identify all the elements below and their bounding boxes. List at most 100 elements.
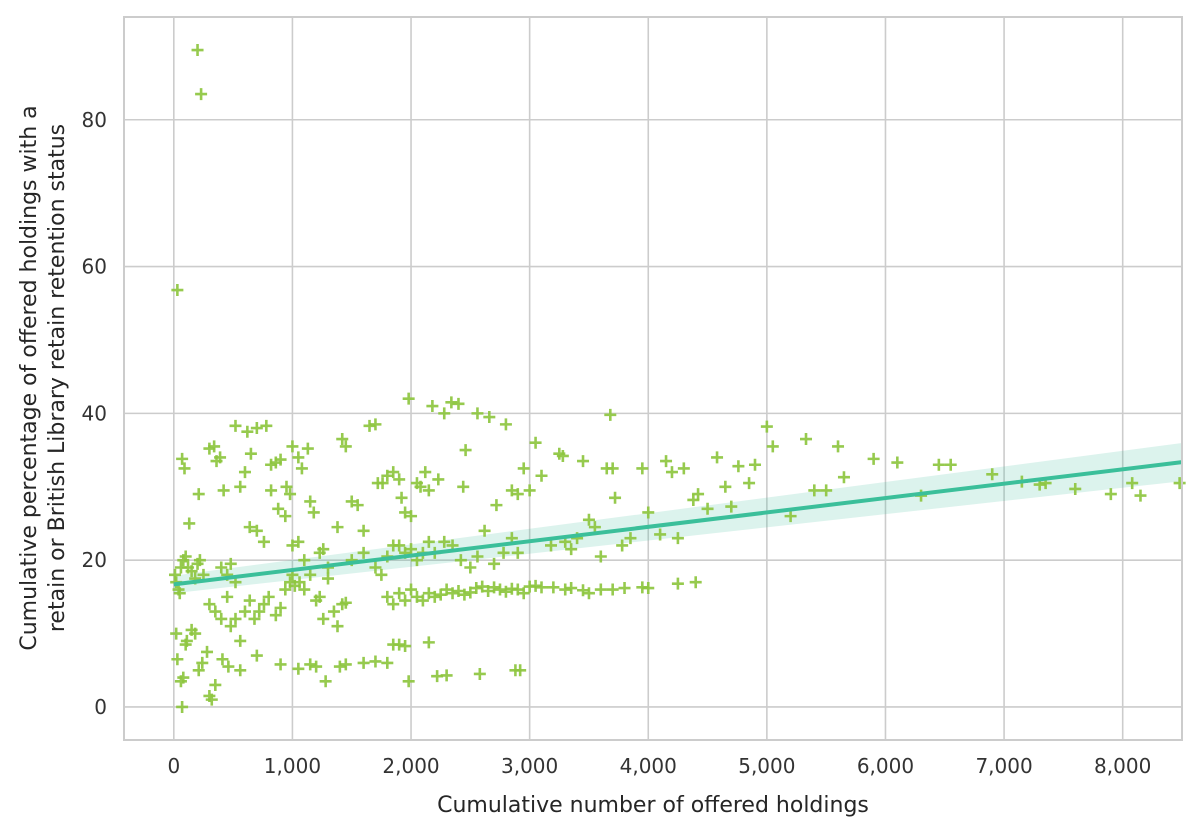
data-point [369, 561, 382, 574]
data-point [269, 609, 282, 622]
data-point [488, 581, 501, 594]
data-point [176, 700, 189, 713]
data-point [222, 660, 235, 673]
data-point [565, 582, 578, 595]
data-point [229, 419, 242, 432]
y-axis-title-line-2: retain or British Library retain retenti… [45, 124, 70, 632]
data-point [393, 638, 406, 651]
data-point [616, 539, 629, 552]
data-point [1104, 488, 1117, 501]
data-point [280, 480, 293, 493]
data-point [565, 543, 578, 556]
data-point [471, 550, 484, 563]
data-point [333, 660, 346, 673]
data-point [671, 532, 684, 545]
data-point [660, 455, 673, 468]
data-point [357, 546, 370, 559]
data-point [179, 550, 192, 563]
plot-frame [123, 16, 1183, 741]
data-point [208, 440, 221, 453]
data-point [224, 557, 237, 570]
data-point [665, 466, 678, 479]
data-point [192, 488, 205, 501]
y-tick-label: 60 [82, 255, 107, 279]
data-point [331, 620, 344, 633]
data-point [253, 605, 266, 618]
data-point [784, 510, 797, 523]
data-point [452, 397, 465, 410]
data-point [189, 627, 202, 640]
data-point [292, 662, 305, 675]
data-point [170, 627, 183, 640]
data-point [238, 466, 251, 479]
data-point [402, 675, 415, 688]
data-point [514, 664, 527, 677]
data-point [234, 634, 247, 647]
data-point [547, 581, 560, 594]
data-point [310, 660, 323, 673]
data-point [701, 502, 714, 515]
data-point [499, 418, 512, 431]
data-point [393, 473, 406, 486]
x-tick-label: 1,000 [264, 754, 321, 778]
data-point [594, 583, 607, 596]
data-point [393, 539, 406, 552]
x-tick-label: 6,000 [857, 754, 914, 778]
data-point [322, 572, 335, 585]
data-point [234, 480, 247, 493]
data-point [201, 645, 214, 658]
data-point [387, 466, 400, 479]
data-point [192, 664, 205, 677]
data-point [178, 462, 191, 475]
data-point [493, 583, 506, 596]
data-point [274, 601, 287, 614]
x-tick-labels: 0 1,000 2,000 3,000 4,000 5,000 6,000 7,000 8,00… [167, 754, 1151, 778]
data-point [529, 579, 542, 592]
data-point [535, 581, 548, 594]
data-point [766, 440, 779, 453]
data-point [544, 539, 557, 552]
data-point [339, 658, 352, 671]
data-point [891, 456, 904, 469]
data-point [265, 484, 278, 497]
data-point [177, 671, 190, 684]
data-point [732, 460, 745, 473]
data-point [336, 433, 349, 446]
data-point [457, 480, 470, 493]
data-point [606, 462, 619, 475]
data-point [517, 462, 530, 475]
data-point [193, 554, 206, 567]
data-point [260, 419, 273, 432]
data-point [606, 583, 619, 596]
data-point [205, 693, 218, 706]
x-axis-title: Cumulative number of offered holdings [437, 793, 869, 818]
data-point [511, 488, 524, 501]
data-point [405, 510, 418, 523]
x-tick-label: 3,000 [501, 754, 558, 778]
data-point [369, 655, 382, 668]
data-point [215, 612, 228, 625]
data-point [432, 473, 445, 486]
data-point [279, 583, 292, 596]
data-point [594, 550, 607, 563]
data-point [422, 636, 435, 649]
data-point [171, 653, 184, 666]
data-point [248, 612, 261, 625]
data-point [307, 506, 320, 519]
data-point [243, 521, 256, 534]
data-point [381, 590, 394, 603]
data-point [292, 535, 305, 548]
data-point [582, 587, 595, 600]
data-point [642, 582, 655, 595]
trend-line [173, 460, 1183, 587]
data-point [317, 612, 330, 625]
data-point [743, 477, 756, 490]
data-point [304, 495, 317, 508]
data-point [250, 422, 263, 435]
data-point [820, 484, 833, 497]
x-tick-label: 2,000 [382, 754, 439, 778]
data-point [262, 590, 275, 603]
data-point [214, 451, 227, 464]
y-tick-label: 40 [82, 401, 107, 425]
